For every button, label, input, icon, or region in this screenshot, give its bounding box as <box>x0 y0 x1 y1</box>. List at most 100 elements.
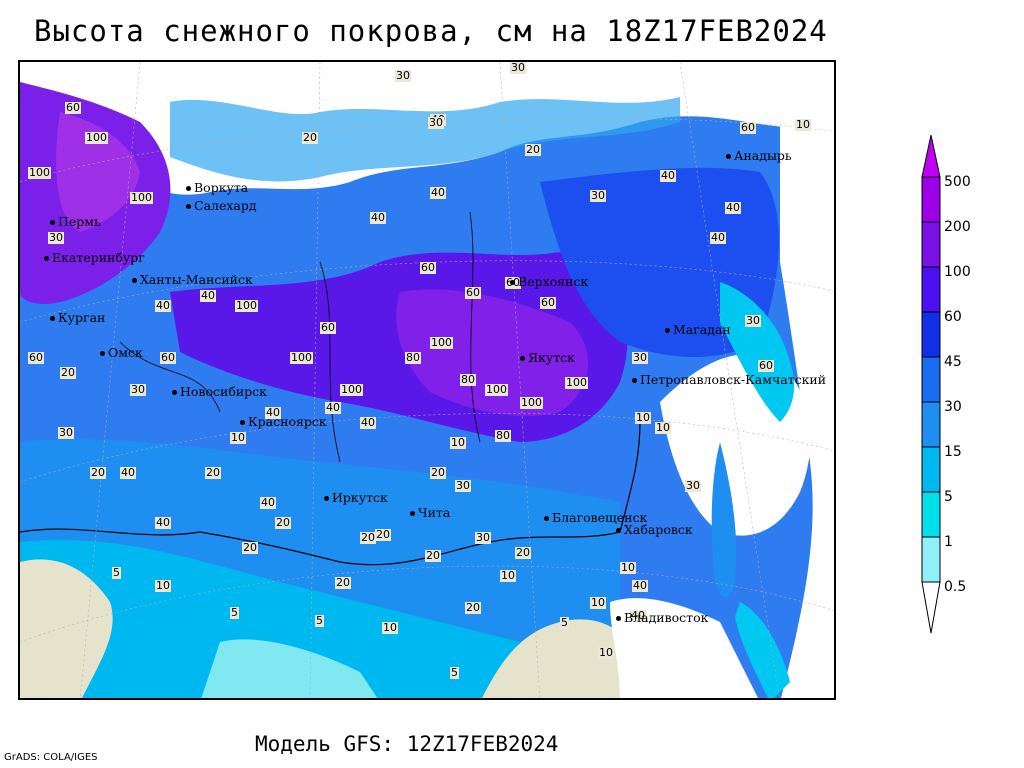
contour-label: 20 <box>60 366 76 379</box>
city-blagoveshchensk: Благовещенск <box>544 510 647 525</box>
contour-label: 40 <box>370 211 386 224</box>
contour-label: 100 <box>485 383 508 396</box>
contour-label: 20 <box>515 546 531 559</box>
city-salekhard: Салехард <box>186 198 257 213</box>
legend-label: 5 <box>944 489 953 505</box>
contour-label: 40 <box>155 299 171 312</box>
city-anadyr: Анадырь <box>726 148 792 163</box>
city-marker-icon <box>50 316 55 321</box>
contour-label: 20 <box>302 131 318 144</box>
city-marker-icon <box>132 278 137 283</box>
contour-label: 30 <box>455 479 471 492</box>
contour-label: 10 <box>590 596 606 609</box>
contour-label: 40 <box>325 401 341 414</box>
map-title: Высота снежного покрова, см на 18Z17FEB2… <box>34 14 828 48</box>
legend-swatch-bottom <box>921 581 941 634</box>
contour-label: 30 <box>48 231 64 244</box>
legend-swatch <box>921 221 941 268</box>
legend-label: 45 <box>944 354 962 370</box>
city-kurgan: Курган <box>50 310 105 325</box>
contour-label: 40 <box>660 169 676 182</box>
city-marker-icon <box>186 204 191 209</box>
legend-label: 0.5 <box>944 579 967 595</box>
contour-label: 30 <box>685 479 701 492</box>
city-marker-icon <box>100 351 105 356</box>
city-vladivostok: Владивосток <box>616 610 708 625</box>
contour-label: 10 <box>795 118 811 131</box>
legend-swatch <box>921 266 941 313</box>
contour-label: 10 <box>450 436 466 449</box>
city-chita: Чита <box>410 505 450 520</box>
city-marker-icon <box>726 154 731 159</box>
city-vorkuta: Воркута <box>186 180 248 195</box>
contour-label: 30 <box>632 351 648 364</box>
contour-label: 60 <box>320 321 336 334</box>
city-perm: Пермь <box>50 214 101 229</box>
city-marker-icon <box>410 511 415 516</box>
contour-label: 30 <box>590 189 606 202</box>
city-yakutsk: Якутск <box>520 350 575 365</box>
legend-label: 60 <box>944 309 962 325</box>
city-omsk: Омск <box>100 345 143 360</box>
contour-label: 5 <box>315 614 324 627</box>
contour-label: 10 <box>598 646 614 659</box>
legend-swatch <box>921 536 941 583</box>
contour-label: 100 <box>130 191 153 204</box>
contour-label: 40 <box>200 289 216 302</box>
contour-label: 30 <box>130 383 146 396</box>
legend-swatch <box>921 356 941 403</box>
contour-label: 80 <box>460 373 476 386</box>
contour-label: 80 <box>405 351 421 364</box>
contour-label: 30 <box>428 116 444 129</box>
legend-label: 1 <box>944 534 953 550</box>
contour-label: 10 <box>655 421 671 434</box>
contour-label: 40 <box>725 201 741 214</box>
city-verkhoyansk: Верхоянск <box>510 274 588 289</box>
contour-label: 40 <box>632 579 648 592</box>
contour-label: 20 <box>430 466 446 479</box>
city-krasnoyarsk: Красноярск <box>240 414 327 429</box>
legend-swatch <box>921 446 941 493</box>
contour-label: 30 <box>395 69 411 82</box>
legend-swatch <box>921 491 941 538</box>
map-canvas <box>20 62 834 698</box>
city-marker-icon <box>50 220 55 225</box>
contour-label: 20 <box>205 466 221 479</box>
legend-swatch <box>921 311 941 358</box>
contour-label: 40 <box>360 416 376 429</box>
legend-label: 100 <box>944 264 971 280</box>
contour-label: 40 <box>430 186 446 199</box>
contour-label: 5 <box>560 616 569 629</box>
city-marker-icon <box>172 390 177 395</box>
contour-label: 20 <box>275 516 291 529</box>
contour-label: 30 <box>745 314 761 327</box>
contour-label: 60 <box>540 296 556 309</box>
city-marker-icon <box>510 280 515 285</box>
contour-label: 5 <box>112 566 121 579</box>
contour-label: 60 <box>28 351 44 364</box>
city-marker-icon <box>665 328 670 333</box>
contour-label: 100 <box>85 131 108 144</box>
contour-label: 10 <box>635 411 651 424</box>
contour-label: 20 <box>525 143 541 156</box>
contour-label: 10 <box>230 431 246 444</box>
contour-label: 30 <box>58 426 74 439</box>
city-marker-icon <box>186 186 191 191</box>
contour-label: 20 <box>465 601 481 614</box>
contour-label: 10 <box>500 569 516 582</box>
legend-label: 15 <box>944 444 962 460</box>
legend-swatch-top <box>921 135 941 178</box>
city-marker-icon <box>544 516 549 521</box>
city-magadan: Магадан <box>665 322 731 337</box>
city-marker-icon <box>632 378 637 383</box>
contour-label: 40 <box>630 609 646 622</box>
contour-label: 40 <box>120 466 136 479</box>
contour-label: 40 <box>260 496 276 509</box>
grads-credit: GrADS: COLA/IGES <box>4 752 98 763</box>
contour-label: 100 <box>290 351 313 364</box>
legend-colorbar <box>921 135 941 634</box>
city-khanty-mansiysk: Ханты-Мансийск <box>132 272 253 287</box>
contour-label: 5 <box>230 606 239 619</box>
contour-label: 20 <box>375 528 391 541</box>
contour-label: 60 <box>420 261 436 274</box>
